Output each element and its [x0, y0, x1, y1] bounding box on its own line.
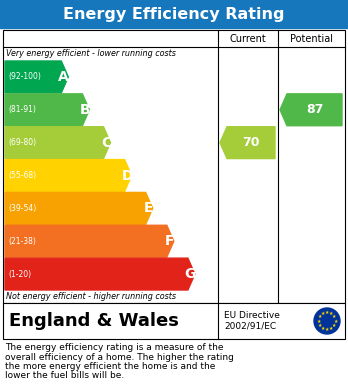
Bar [0, 0, 348, 28]
Polygon shape [5, 225, 174, 257]
Polygon shape [5, 192, 153, 224]
Polygon shape [5, 61, 68, 93]
Text: Potential: Potential [290, 34, 333, 43]
Text: ★: ★ [321, 326, 325, 331]
Text: B: B [80, 103, 90, 117]
Text: 2002/91/EC: 2002/91/EC [224, 321, 276, 330]
Text: Very energy efficient - lower running costs: Very energy efficient - lower running co… [6, 49, 176, 58]
Text: C: C [101, 136, 111, 150]
Text: ★: ★ [316, 319, 321, 323]
Circle shape [314, 308, 340, 334]
Text: F: F [165, 234, 174, 248]
Text: G: G [185, 267, 196, 281]
Polygon shape [220, 127, 275, 159]
Text: Energy Efficiency Rating: Energy Efficiency Rating [63, 7, 285, 22]
Polygon shape [280, 94, 342, 126]
Polygon shape [5, 127, 111, 159]
Text: ★: ★ [329, 326, 333, 331]
Text: ★: ★ [329, 311, 333, 316]
Text: ★: ★ [325, 327, 329, 332]
Polygon shape [5, 94, 89, 126]
Text: 87: 87 [306, 103, 323, 116]
Text: A: A [58, 70, 69, 84]
Text: ★: ★ [321, 311, 325, 316]
Text: (1-20): (1-20) [8, 269, 31, 278]
Text: ★: ★ [317, 323, 322, 328]
Text: E: E [143, 201, 153, 215]
Text: 70: 70 [242, 136, 260, 149]
Text: Not energy efficient - higher running costs: Not energy efficient - higher running co… [6, 292, 176, 301]
Text: lower the fuel bills will be.: lower the fuel bills will be. [5, 371, 124, 380]
Bar [3, 30, 345, 303]
Text: England & Wales: England & Wales [9, 312, 179, 330]
Text: ★: ★ [317, 314, 322, 319]
Text: ★: ★ [333, 319, 338, 323]
Text: the more energy efficient the home is and the: the more energy efficient the home is an… [5, 362, 215, 371]
Text: (21-38): (21-38) [8, 237, 36, 246]
Polygon shape [5, 160, 132, 192]
Text: Current: Current [230, 34, 266, 43]
Text: The energy efficiency rating is a measure of the: The energy efficiency rating is a measur… [5, 343, 223, 352]
Text: (92-100): (92-100) [8, 72, 41, 81]
Polygon shape [5, 258, 195, 290]
Bar [3, 303, 345, 339]
Text: (69-80): (69-80) [8, 138, 36, 147]
Text: ★: ★ [332, 314, 337, 319]
Text: ★: ★ [325, 310, 329, 315]
Text: ★: ★ [332, 323, 337, 328]
Text: D: D [121, 169, 133, 183]
Text: (39-54): (39-54) [8, 204, 36, 213]
Text: (55-68): (55-68) [8, 171, 36, 180]
Text: (81-91): (81-91) [8, 105, 36, 114]
Text: overall efficiency of a home. The higher the rating: overall efficiency of a home. The higher… [5, 353, 234, 362]
Text: EU Directive: EU Directive [224, 312, 280, 321]
